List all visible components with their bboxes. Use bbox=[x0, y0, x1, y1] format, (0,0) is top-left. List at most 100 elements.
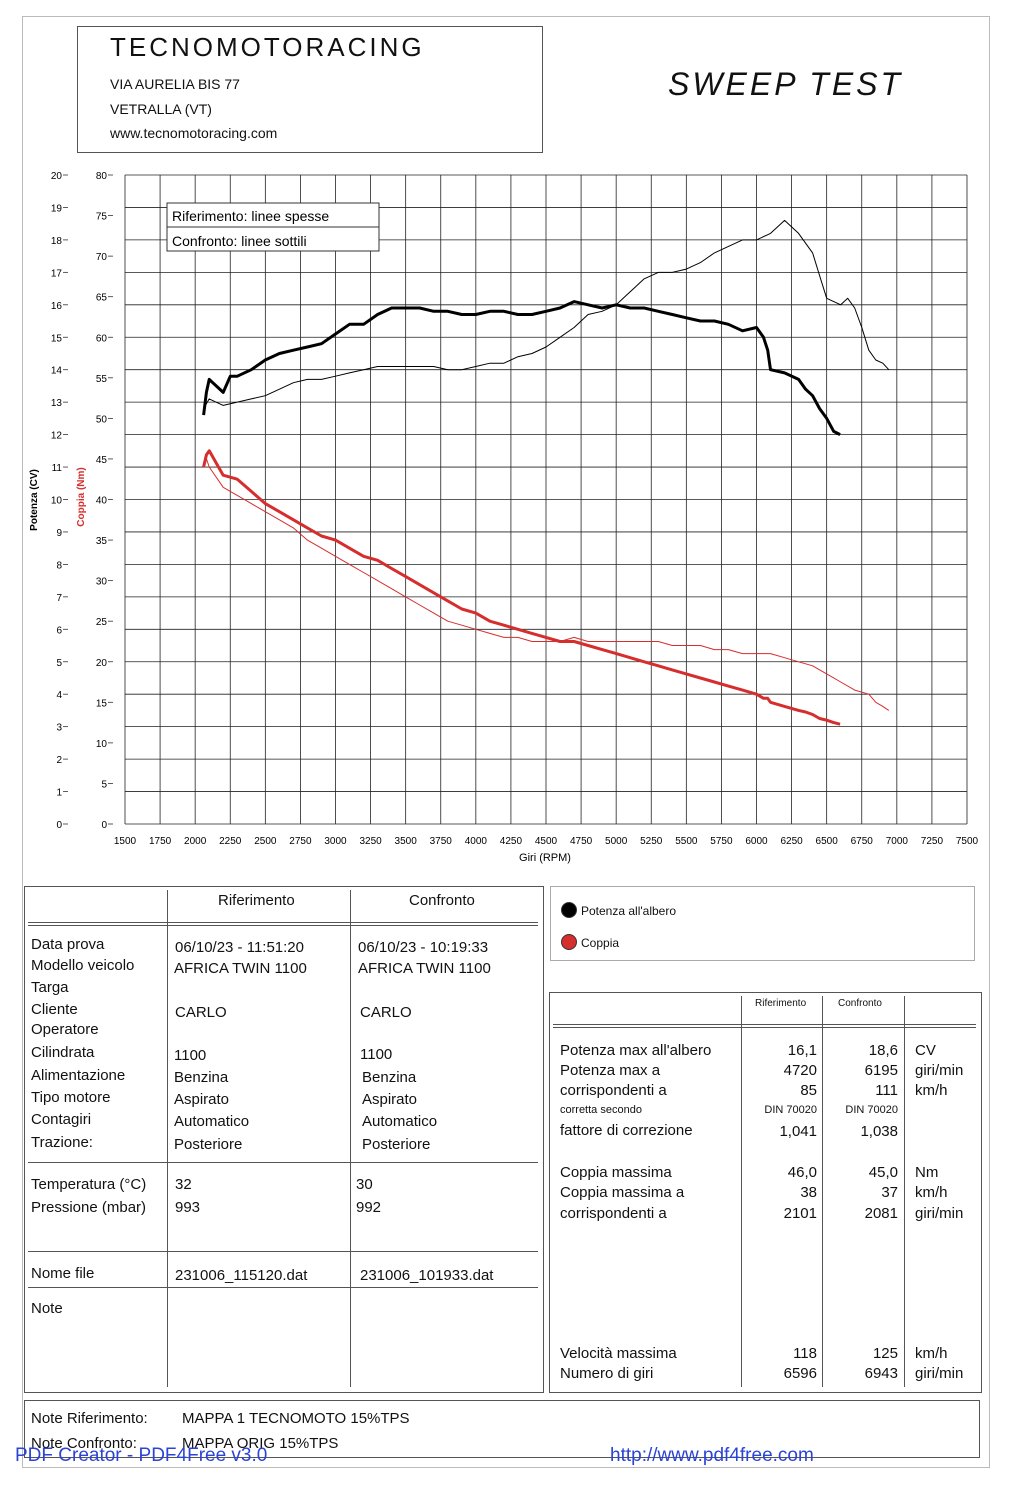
series-torque-reference bbox=[202, 449, 841, 726]
x-tick-5750: 5750 bbox=[710, 836, 733, 847]
label-temperatura: Temperatura (°C) bbox=[31, 1176, 147, 1193]
label-note: Note bbox=[31, 1300, 63, 1317]
label-tipo-motore: Tipo motore bbox=[31, 1089, 111, 1106]
x-tick-5500: 5500 bbox=[675, 836, 698, 847]
ref-trazione: Posteriore bbox=[174, 1136, 243, 1153]
res-label-9: Numero di giri bbox=[560, 1365, 654, 1382]
y-torque-tick-70: 70 bbox=[96, 252, 108, 263]
y-power-tick-3: 3 bbox=[56, 723, 62, 734]
y-torque-tick-45: 45 bbox=[96, 455, 108, 466]
res-unit-9: giri/min bbox=[915, 1365, 964, 1382]
res-ref-9: 6596 bbox=[783, 1365, 817, 1382]
series-torque-comparison bbox=[203, 458, 890, 711]
y-torque-tick-25: 25 bbox=[96, 617, 108, 628]
y-power-tick-4: 4 bbox=[56, 690, 62, 701]
ref-tipo: Aspirato bbox=[174, 1091, 230, 1108]
cmp-trazione: Posteriore bbox=[362, 1136, 431, 1153]
label-trazione: Trazione: bbox=[31, 1134, 93, 1151]
y-power-tick-12: 12 bbox=[51, 431, 63, 442]
x-tick-4000: 4000 bbox=[465, 836, 488, 847]
x-tick-4250: 4250 bbox=[500, 836, 523, 847]
x-tick-2250: 2250 bbox=[219, 836, 242, 847]
y-power-tick-11: 11 bbox=[52, 463, 63, 474]
legend-thick-label: Riferimento: linee spesse bbox=[172, 208, 329, 224]
y-power-tick-15: 15 bbox=[51, 333, 63, 344]
label-cilindrata: Cilindrata bbox=[31, 1044, 95, 1061]
ref-data: 06/10/23 - 11:51:20 bbox=[175, 939, 304, 956]
dyno-chart: 1500 1750 2000 2250 2500 2750 3000 3250 3500 3750… bbox=[29, 171, 979, 864]
info-table bbox=[24, 886, 544, 1393]
y-power-tick-1: 1 bbox=[56, 788, 62, 799]
chart-grid bbox=[124, 174, 968, 825]
chart-series bbox=[202, 219, 890, 726]
res-ref-7: 2101 bbox=[783, 1205, 817, 1222]
res-cmp-1: 6195 bbox=[864, 1062, 898, 1079]
label-cliente: Cliente bbox=[31, 1001, 78, 1018]
ref-cliente: CARLO bbox=[175, 1004, 227, 1021]
info-col-ref: Riferimento bbox=[218, 892, 295, 909]
y-power-tick-18: 18 bbox=[51, 236, 63, 247]
label-operatore: Operatore bbox=[31, 1021, 99, 1038]
ref-modello: AFRICA TWIN 1100 bbox=[174, 960, 307, 977]
ref-cilindrata: 1100 bbox=[174, 1047, 207, 1064]
x-tick-2750: 2750 bbox=[289, 836, 312, 847]
x-tick-6000: 6000 bbox=[745, 836, 768, 847]
res-ref-0: 16,1 bbox=[787, 1042, 817, 1059]
cmp-file: 231006_101933.dat bbox=[360, 1267, 494, 1284]
x-tick-7250: 7250 bbox=[921, 836, 944, 847]
x-tick-7500: 7500 bbox=[956, 836, 979, 847]
y-power-tick-17: 17 bbox=[51, 268, 63, 279]
y-torque-tick-60: 60 bbox=[96, 333, 108, 344]
y-axis-label-power: Potenza (CV) bbox=[29, 469, 40, 531]
y-power-tick-14: 14 bbox=[51, 366, 63, 377]
y-torque-tick-0: 0 bbox=[101, 820, 107, 831]
label-contagiri: Contagiri bbox=[31, 1111, 92, 1128]
label-targa: Targa bbox=[31, 979, 69, 996]
website: www.tecnomotoracing.com bbox=[110, 125, 278, 141]
res-cmp-5: 45,0 bbox=[868, 1164, 898, 1181]
company-name: TECNOMOTORACING bbox=[110, 32, 425, 62]
x-axis-label: Giri (RPM) bbox=[519, 852, 571, 864]
res-ref-6: 38 bbox=[800, 1184, 817, 1201]
y-power-tick-7: 7 bbox=[56, 593, 62, 604]
res-label-7: corrispondenti a bbox=[560, 1205, 667, 1222]
note-cmp-label: Note Confronto: bbox=[31, 1435, 137, 1452]
res-cmp-3: DIN 70020 bbox=[845, 1104, 898, 1116]
cmp-cilindrata: 1100 bbox=[360, 1046, 393, 1063]
res-label-8: Velocità massima bbox=[560, 1345, 677, 1362]
y-power-tick-2: 2 bbox=[56, 755, 62, 766]
cmp-alimentazione: Benzina bbox=[362, 1069, 417, 1086]
y-power-tick-13: 13 bbox=[51, 398, 63, 409]
res-label-0: Potenza max all'albero bbox=[560, 1042, 712, 1059]
label-data-prova: Data prova bbox=[31, 936, 105, 953]
x-tick-6500: 6500 bbox=[816, 836, 839, 847]
y-torque-tick-10: 10 bbox=[96, 739, 108, 750]
note-ref-label: Note Riferimento: bbox=[31, 1410, 148, 1427]
res-cmp-0: 18,6 bbox=[868, 1042, 898, 1059]
res-label-5: Coppia massima bbox=[560, 1164, 672, 1181]
y-torque-tick-35: 35 bbox=[96, 536, 108, 547]
ref-press: 993 bbox=[175, 1199, 201, 1216]
y-torque-tick-15: 15 bbox=[96, 698, 108, 709]
y-power-tick-19: 19 bbox=[51, 203, 63, 214]
res-cmp-7: 2081 bbox=[864, 1205, 898, 1222]
cmp-data: 06/10/23 - 10:19:33 bbox=[358, 939, 489, 956]
x-tick-6250: 6250 bbox=[780, 836, 803, 847]
torque-legend-label: Coppia bbox=[581, 936, 620, 950]
res-label-2: corrispondenti a bbox=[560, 1082, 667, 1099]
x-tick-2000: 2000 bbox=[184, 836, 207, 847]
header-box bbox=[77, 26, 543, 153]
res-cmp-8: 125 bbox=[872, 1345, 898, 1362]
ref-contagiri: Automatico bbox=[174, 1113, 250, 1130]
res-unit-5: Nm bbox=[915, 1164, 939, 1181]
res-cmp-9: 6943 bbox=[864, 1365, 898, 1382]
x-tick-5000: 5000 bbox=[605, 836, 628, 847]
power-legend-label: Potenza all'albero bbox=[581, 904, 677, 918]
ref-temp: 32 bbox=[175, 1176, 192, 1193]
page-frame bbox=[22, 16, 990, 1468]
res-unit-1: giri/min bbox=[915, 1062, 964, 1079]
res-ref-2: 85 bbox=[800, 1082, 817, 1099]
label-pressione: Pressione (mbar) bbox=[31, 1199, 147, 1216]
series-power-reference bbox=[202, 300, 841, 436]
x-tick-6750: 6750 bbox=[851, 836, 874, 847]
